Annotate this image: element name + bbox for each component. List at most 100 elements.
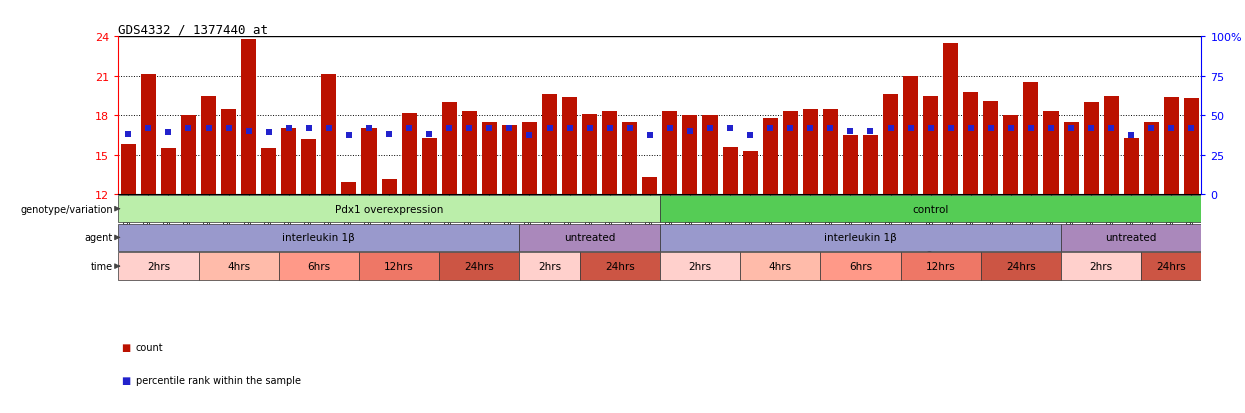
Bar (118, 195, 660, 223)
Point (339, 133, 359, 139)
Bar (341, 183, 356, 195)
Point (1162, 126, 1182, 133)
Point (1101, 126, 1120, 133)
Bar (519, 253, 580, 280)
Point (1142, 126, 1162, 133)
Text: 6hrs: 6hrs (308, 261, 330, 271)
Bar (522, 123, 537, 195)
Bar (279, 253, 359, 280)
Point (559, 126, 579, 133)
Point (920, 126, 941, 133)
Bar (439, 253, 519, 280)
Bar (381, 179, 397, 195)
Bar (361, 129, 376, 195)
Point (941, 126, 961, 133)
Text: 2hrs: 2hrs (147, 261, 171, 271)
Point (1182, 126, 1201, 133)
Bar (198, 253, 279, 280)
Point (359, 126, 378, 133)
Bar (422, 138, 437, 195)
Point (761, 126, 781, 133)
Bar (402, 114, 417, 195)
Point (1001, 126, 1021, 133)
Bar (622, 123, 637, 195)
Text: 24hrs: 24hrs (1006, 261, 1036, 271)
Bar (662, 112, 677, 195)
Point (1041, 126, 1061, 133)
Point (620, 126, 640, 133)
Bar (583, 115, 598, 195)
Text: time: time (91, 261, 113, 271)
Text: 12hrs: 12hrs (385, 261, 415, 271)
Text: interleukin 1β: interleukin 1β (824, 233, 896, 243)
Bar (502, 125, 517, 195)
Bar (222, 109, 237, 195)
Bar (181, 116, 195, 195)
Bar (903, 76, 918, 195)
Bar (281, 129, 296, 195)
Point (660, 126, 680, 133)
Text: count: count (136, 342, 163, 352)
Text: 2hrs: 2hrs (1089, 261, 1113, 271)
Point (299, 126, 319, 133)
Point (499, 126, 519, 133)
Bar (783, 112, 798, 195)
Bar (660, 195, 1201, 223)
Bar (722, 147, 737, 195)
Point (801, 126, 820, 133)
Point (820, 126, 840, 133)
Bar (118, 224, 519, 252)
Text: agent: agent (85, 233, 113, 243)
Bar (200, 96, 217, 195)
Text: interleukin 1β: interleukin 1β (283, 233, 355, 243)
Point (138, 126, 158, 133)
Point (1021, 126, 1041, 133)
Point (479, 126, 499, 133)
Bar (964, 93, 979, 195)
Bar (1184, 99, 1199, 195)
Bar (981, 253, 1061, 280)
Text: 4hrs: 4hrs (768, 261, 792, 271)
Bar (442, 103, 457, 195)
Bar (1124, 138, 1139, 195)
Bar (603, 112, 618, 195)
Point (840, 128, 860, 135)
Bar (763, 119, 778, 195)
Bar (740, 253, 820, 280)
Text: GDS4332 / 1377440_at: GDS4332 / 1377440_at (118, 23, 268, 36)
Bar (1164, 97, 1179, 195)
Text: genotype/variation: genotype/variation (20, 204, 113, 214)
Bar (1023, 83, 1038, 195)
Bar (141, 75, 156, 195)
Point (740, 133, 759, 139)
Point (961, 126, 981, 133)
Point (700, 126, 720, 133)
Text: 24hrs: 24hrs (605, 261, 635, 271)
Point (580, 126, 600, 133)
Point (981, 126, 1001, 133)
Bar (261, 149, 276, 195)
Bar (1144, 123, 1159, 195)
Bar (702, 116, 717, 195)
Bar (118, 253, 198, 280)
Point (600, 126, 620, 133)
Bar (682, 116, 697, 195)
Text: untreated: untreated (1106, 233, 1157, 243)
Bar (1003, 116, 1018, 195)
Bar (742, 152, 758, 195)
Point (880, 126, 900, 133)
Text: 24hrs: 24hrs (1157, 261, 1186, 271)
Bar (580, 253, 660, 280)
Point (400, 126, 420, 133)
Bar (900, 253, 981, 280)
Point (378, 131, 398, 138)
Bar (121, 145, 136, 195)
Text: Pdx1 overexpression: Pdx1 overexpression (335, 204, 443, 214)
Point (239, 128, 259, 135)
Point (219, 126, 239, 133)
Bar (561, 97, 578, 195)
Point (259, 130, 279, 136)
Text: 12hrs: 12hrs (926, 261, 956, 271)
Bar (863, 136, 878, 195)
Point (118, 131, 138, 138)
